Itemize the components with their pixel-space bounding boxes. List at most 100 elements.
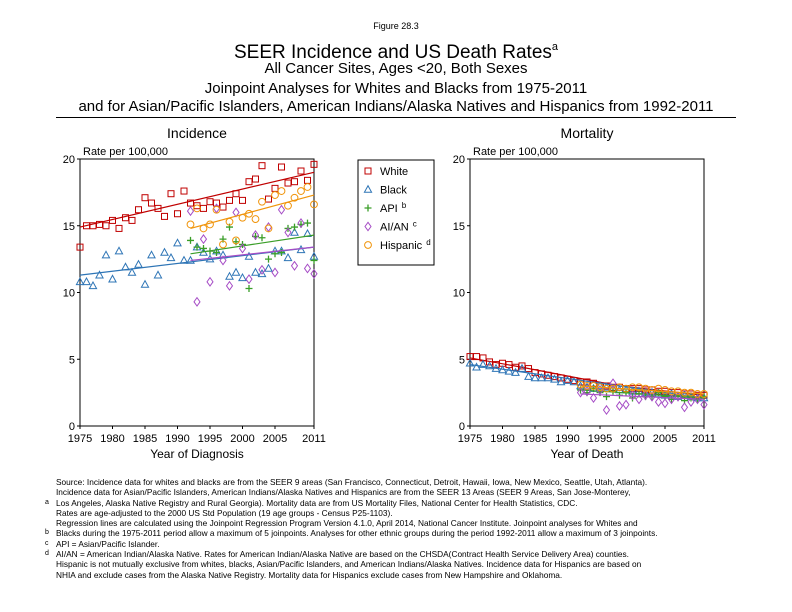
mortality-aian-trend-line (580, 393, 705, 400)
mortality-black-point (550, 374, 559, 383)
mortality-api-point (603, 393, 610, 401)
mortality-aian-point (641, 390, 650, 401)
footnote-mark: a (45, 498, 49, 506)
incidence-black-point (114, 246, 124, 255)
incidence-black-point (264, 263, 273, 272)
mortality-black-trend-line (469, 363, 705, 399)
incidence-title: Incidence (167, 125, 227, 141)
incidence-black-point (244, 251, 254, 260)
mortality-black-point (517, 363, 527, 372)
incidence-api-point (310, 256, 318, 264)
legend-hispanic-footnote-mark: d (426, 238, 430, 247)
incidence-white-point (161, 212, 168, 220)
legend-aian-label: AI/AN c (380, 220, 417, 234)
source-note-text: Blacks during the 1975-2011 period allow… (56, 528, 658, 539)
mortality-hispanic-point (615, 383, 624, 392)
incidence-black-point (173, 238, 182, 247)
incidence-xtick-label: 2000 (230, 433, 254, 445)
source-note-line: d AI/AN = American Indian/Alaska Native. … (45, 549, 658, 560)
incidence-white-point (102, 222, 110, 230)
mortality-aian-point (589, 392, 598, 404)
incidence-black-point (147, 250, 156, 259)
incidence-aian-point (238, 243, 247, 254)
incidence-chart: Incidence Rate per 100,000 0 5 10 15 20 1975 198… (63, 125, 326, 461)
incidence-white-point (128, 216, 136, 224)
mortality-aian-point (648, 391, 656, 402)
incidence-aian-point (303, 263, 312, 274)
mortality-aian-point (680, 402, 689, 413)
source-note-line: Incidence data for Asian/Pacific Islande… (56, 487, 658, 497)
mortality-ytick-label: 5 (459, 354, 465, 366)
legend-api-marker (364, 204, 372, 212)
mortality-xtick-label: 1990 (555, 433, 579, 445)
mortality-black-point (543, 373, 553, 382)
footnote-mark: c (45, 539, 49, 547)
incidence-api-point (193, 243, 201, 251)
incidence-aian-point (284, 227, 292, 238)
mortality-xtick-label: 2011 (692, 433, 716, 445)
incidence-hispanic-point (251, 215, 260, 223)
incidence-black-point (290, 227, 299, 236)
mortality-xtick-label: 1995 (588, 433, 612, 445)
incidence-black-point (82, 276, 91, 286)
incidence-api-trend-line (190, 234, 315, 255)
incidence-ytick-label: 0 (69, 421, 75, 433)
incidence-black-point (160, 247, 169, 256)
incidence-black-point (283, 252, 293, 262)
mortality-hispanic-trend-line (580, 385, 705, 395)
mortality-black-point (628, 386, 637, 395)
mortality-black-point (485, 361, 494, 370)
incidence-white-point (219, 203, 227, 211)
mortality-aian-point (615, 400, 624, 412)
subtitle-3: and for Asian/Pacific Islanders, America… (78, 98, 714, 115)
subtitle-1: All Cancer Sites, Ages <20, Both Sexes (264, 60, 528, 77)
incidence-white-point (310, 160, 318, 168)
incidence-aian-point (290, 260, 299, 271)
incidence-xtick-label: 2011 (302, 433, 326, 445)
incidence-hispanic-point (297, 187, 305, 195)
source-note-line: a Los Angeles, Alaska Native Registry and… (45, 497, 658, 508)
mortality-aian-point (635, 394, 643, 405)
incidence-black-point (108, 274, 117, 283)
incidence-aian-point (310, 268, 318, 279)
incidence-black-point (225, 271, 234, 280)
footnote-mark: b (45, 529, 49, 537)
incidence-xtick-label: 1985 (133, 433, 157, 445)
subtitle-2: Joinpoint Analyses for Whites and Blacks… (204, 80, 588, 97)
incidence-white-point (304, 176, 311, 184)
mortality-aian-point (602, 404, 611, 416)
incidence-ytick-label: 5 (69, 354, 75, 366)
mortality-ytick-label: 20 (453, 154, 465, 166)
incidence-white-point (206, 198, 214, 206)
incidence-aian-point (258, 264, 266, 275)
source-notes: Source: Incidence data for whites and bl… (45, 477, 658, 580)
incidence-series-hispanic (186, 183, 318, 249)
mortality-black-point (478, 359, 488, 368)
legend-aian-footnote-mark: c (413, 220, 417, 229)
mortality-aian-point (654, 396, 663, 408)
incidence-white-point (200, 204, 207, 212)
source-note-text: Hispanic is not mutually exclusive from … (56, 559, 642, 570)
source-note-text: Incidence data for Asian/Pacific Islande… (56, 487, 631, 498)
incidence-black-point (166, 252, 176, 262)
source-note-text: Los Angeles, Alaska Native Registry and … (56, 497, 578, 508)
incidence-white-point (271, 184, 279, 192)
mortality-aian-point (596, 384, 604, 396)
source-note-text: AI/AN = American Indian/Alaska Native. R… (56, 549, 629, 560)
incidence-white-point (76, 243, 84, 251)
incidence-aian-point (193, 296, 201, 307)
source-note-text: API = Asian/Pacific Islander. (56, 538, 160, 549)
incidence-hispanic-point (310, 200, 318, 209)
incidence-aian-point (212, 203, 221, 214)
mortality-black-point (472, 362, 481, 371)
mortality-xtick-label: 2000 (620, 433, 644, 445)
source-note-line: NHIA and exclude cases from the Alaska N… (56, 570, 658, 580)
mortality-aian-point (700, 399, 708, 410)
mortality-black-point (595, 381, 605, 390)
figure-label: Figure 28.3 (373, 21, 419, 31)
incidence-white-point (265, 195, 272, 203)
incidence-aian-point (271, 267, 279, 278)
legend-black-label: Black (380, 185, 407, 197)
incidence-api-point (200, 244, 207, 252)
